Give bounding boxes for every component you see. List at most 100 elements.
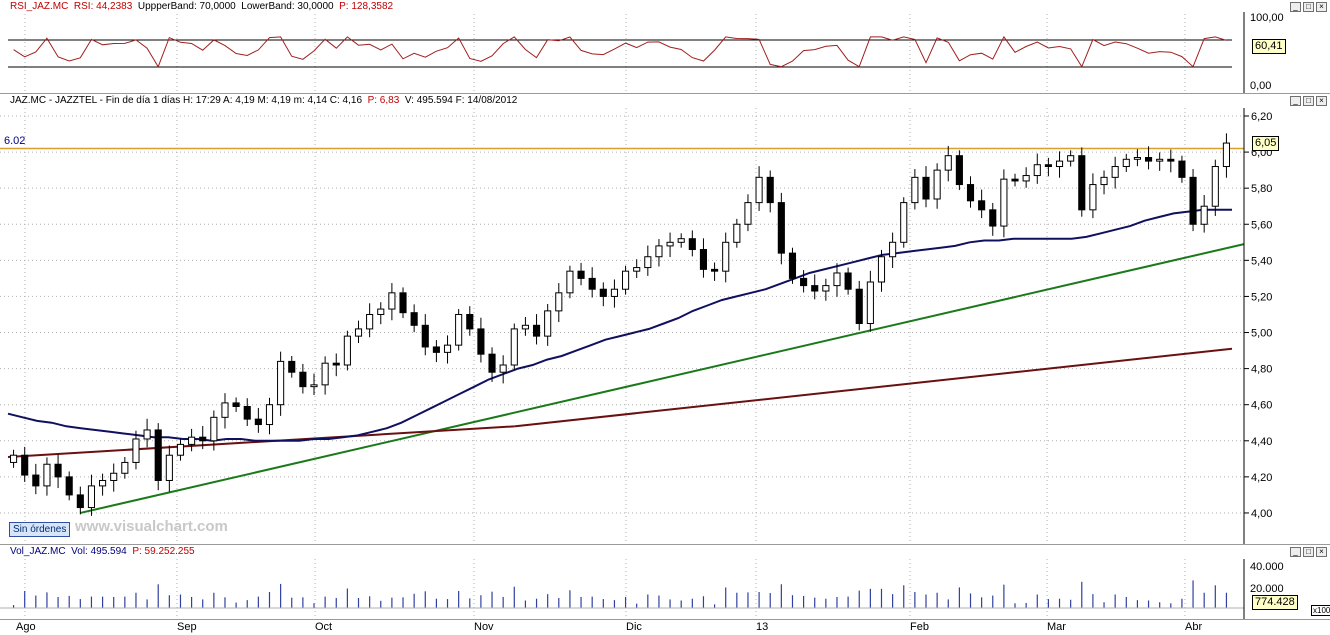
rsi-header-name: RSI_JAZ.MC <box>10 1 69 12</box>
candle-body <box>176 443 185 456</box>
candle-body <box>1222 142 1230 168</box>
volume-panel[interactable]: Vol_JAZ.MC Vol: 495.594 P: 59.252.255 _ … <box>0 545 1330 620</box>
candle-body <box>655 245 663 258</box>
resistance-label: 6.02 <box>4 135 26 147</box>
candle-body <box>688 238 696 251</box>
x-label-oct: Oct <box>315 621 333 633</box>
candle-body <box>432 346 440 353</box>
candle-body <box>288 360 296 373</box>
candle-body <box>1156 158 1164 162</box>
candle-body <box>165 454 173 481</box>
volume-header-text: Vol_JAZ.MC Vol: 495.594 P: 59.252.255 <box>10 546 195 558</box>
rsi-line <box>13 35 1227 68</box>
candle-body <box>488 353 496 373</box>
rsi-header-lower-band: LowerBand: 30,0000 <box>241 1 334 12</box>
candle-body <box>766 176 774 204</box>
candle-body <box>254 418 262 426</box>
candle-body <box>777 202 785 254</box>
price-tick-label-4: 5,40 <box>1251 255 1272 267</box>
candle-body <box>421 324 429 348</box>
candle-body <box>466 313 474 330</box>
price-tick-label-9: 4,40 <box>1251 436 1272 448</box>
candle-body <box>477 328 485 355</box>
candle-body <box>822 285 830 292</box>
candle-body <box>1100 176 1108 186</box>
candle-body <box>532 324 541 337</box>
candle-body <box>911 176 919 204</box>
orders-button[interactable]: Sin órdenes <box>9 522 71 537</box>
volume-maximize-button[interactable]: □ <box>1303 547 1314 557</box>
rsi-header-period: P: 128,3582 <box>339 1 394 12</box>
candle-body <box>577 270 585 279</box>
rsi-tick-100: 100,00 <box>1250 12 1284 24</box>
candle-body <box>299 371 307 388</box>
candle-body <box>310 384 318 388</box>
candle-body <box>1133 157 1141 160</box>
candle-body <box>566 270 574 294</box>
candle-body <box>321 362 329 386</box>
candle-body <box>65 476 73 496</box>
volume-header-value: Vol: 495.594 <box>71 546 127 557</box>
candle-body <box>644 256 652 269</box>
price-minimize-button[interactable]: _ <box>1290 96 1301 106</box>
candle-body <box>188 436 196 445</box>
candle-body <box>833 272 841 287</box>
candle-body <box>788 252 797 279</box>
price-header-main: JAZ.MC - JAZZTEL - Fin de día 1 días H: … <box>10 95 363 106</box>
price-tick-label-10: 4,20 <box>1251 472 1272 484</box>
volume-tick-20000: 20.000 <box>1250 583 1284 595</box>
candle-body <box>121 461 129 474</box>
candle-body <box>1111 166 1119 178</box>
candle-body <box>521 324 529 330</box>
rsi-plot[interactable] <box>0 0 1330 93</box>
candle-body <box>599 288 607 297</box>
volume-tick-40000: 40.000 <box>1250 561 1284 573</box>
candle-body <box>1022 175 1030 182</box>
x-label-abr: Abr <box>1185 621 1203 633</box>
x-label-mar: Mar <box>1047 621 1066 633</box>
price-value-box: 6,05 <box>1252 136 1280 151</box>
candle-body <box>677 238 685 243</box>
volume-close-button[interactable]: × <box>1316 547 1327 557</box>
candle-body <box>87 485 96 509</box>
rsi-header-upper-band: UppperBand: 70,0000 <box>137 1 236 12</box>
price-plot[interactable]: 6,206,005,805,605,405,205,004,804,604,40… <box>0 94 1330 544</box>
support-trendline <box>80 243 1245 514</box>
price-tick-label-3: 5,60 <box>1251 219 1272 231</box>
candle-body <box>1055 160 1064 168</box>
candle-body <box>1000 178 1008 227</box>
rsi-minimize-button[interactable]: _ <box>1290 2 1301 12</box>
candle-body <box>866 281 874 324</box>
rsi-header-text: RSI_JAZ.MC RSI: 44,2383 UppperBand: 70,0… <box>10 1 393 13</box>
candle-body <box>955 155 963 186</box>
candle-body <box>900 202 908 243</box>
candle-body <box>811 285 819 292</box>
price-header-tail: V: 495.594 F: 14/08/2012 <box>404 95 518 106</box>
candle-body <box>800 277 808 287</box>
candle-body <box>221 402 229 418</box>
slow-sma-line-b <box>514 347 1233 428</box>
candle-body <box>455 313 463 346</box>
candle-body <box>877 256 886 283</box>
candle-body <box>944 155 952 171</box>
candle-body <box>1189 176 1197 225</box>
candle-body <box>232 402 240 407</box>
price-maximize-button[interactable]: □ <box>1303 96 1314 106</box>
price-close-button[interactable]: × <box>1316 96 1327 106</box>
x-label-13: 13 <box>756 621 769 633</box>
candle-body <box>210 416 218 442</box>
rsi-close-button[interactable]: × <box>1316 2 1327 12</box>
volume-plot[interactable] <box>0 545 1330 619</box>
candle-body <box>132 438 140 463</box>
candle-body <box>76 494 84 509</box>
candle-body <box>544 310 552 337</box>
volume-header-name: Vol_JAZ.MC <box>10 546 66 557</box>
candle-body <box>755 176 763 204</box>
price-panel[interactable]: JAZ.MC - JAZZTEL - Fin de día 1 días H: … <box>0 94 1330 545</box>
candle-body <box>622 270 630 290</box>
rsi-maximize-button[interactable]: □ <box>1303 2 1314 12</box>
rsi-panel[interactable]: RSI_JAZ.MC RSI: 44,2383 UppperBand: 70,0… <box>0 0 1330 94</box>
volume-minimize-button[interactable]: _ <box>1290 547 1301 557</box>
candle-body <box>199 436 207 442</box>
rsi-panel-header: RSI_JAZ.MC RSI: 44,2383 UppperBand: 70,0… <box>0 0 1330 14</box>
